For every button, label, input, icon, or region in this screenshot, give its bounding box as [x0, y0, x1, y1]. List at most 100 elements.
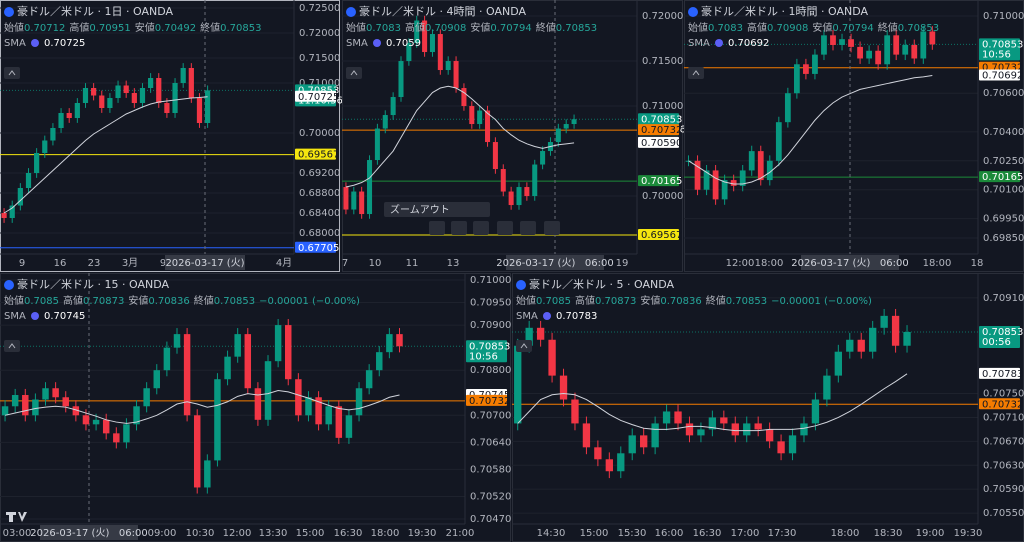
candle — [295, 379, 302, 416]
sma-label: SMA — [4, 38, 26, 49]
price-label: 0.70950 — [470, 298, 511, 309]
candle — [651, 423, 659, 448]
collapse-icon — [8, 70, 16, 76]
price-label: 0.71500 — [642, 56, 683, 67]
ohlc-line: 始値0.7083 高値0.70908 安値0.70794 終値0.70853 — [346, 21, 597, 34]
collapse-button[interactable] — [516, 340, 532, 352]
candle — [133, 406, 140, 425]
candle — [803, 64, 809, 74]
price-label: 0.70900 — [470, 320, 511, 331]
ohlc-label: 安値 — [135, 21, 155, 34]
candle — [800, 423, 808, 436]
collapse-icon — [8, 343, 16, 349]
candle — [492, 142, 498, 170]
candle — [50, 128, 56, 141]
zoom-button[interactable] — [520, 221, 536, 235]
candle — [25, 173, 32, 188]
candle — [52, 388, 59, 398]
zoom-button[interactable] — [429, 221, 445, 235]
price-label: 0.70800 — [470, 365, 511, 376]
time-label: 10:30 — [186, 528, 215, 539]
candle — [485, 110, 491, 143]
ohlc-value: 0.70873 — [595, 296, 636, 307]
price-label: 0.70590 — [983, 484, 1024, 495]
time-label: 09:00 — [148, 528, 177, 539]
candle — [730, 180, 737, 186]
candle — [58, 113, 64, 128]
price-label: 0.70580 — [470, 464, 511, 475]
price-tag-label: 0.70732 — [641, 125, 682, 136]
candle — [205, 90, 211, 123]
zoom-button[interactable] — [473, 221, 489, 235]
price-tag-label: 0.70732 — [469, 396, 510, 407]
candle — [477, 110, 483, 125]
candle — [866, 50, 873, 59]
collapse-button[interactable] — [4, 67, 20, 79]
ohlc-label: 終値 — [878, 21, 898, 34]
price-tag — [638, 136, 679, 148]
candle — [173, 334, 181, 348]
zoom-button[interactable] — [497, 221, 513, 235]
candle — [143, 388, 150, 407]
candle — [422, 20, 428, 53]
time-label: 7 — [342, 258, 348, 269]
ohlc-value: 0.70836 — [660, 296, 701, 307]
symbol-title: 豪ドル／米ドル · 1日 · OANDA — [17, 4, 173, 18]
candle — [1, 213, 7, 218]
time-label: 18:00 — [755, 258, 784, 269]
price-label: 0.72000 — [642, 11, 683, 22]
collapse-icon — [692, 70, 700, 76]
candle — [514, 345, 522, 424]
ohlc-value: 0.70908 — [767, 23, 808, 34]
collapse-button[interactable] — [4, 340, 20, 352]
candle — [34, 153, 40, 173]
candle — [62, 397, 69, 407]
price-label: 0.71000 — [470, 275, 511, 286]
candle — [315, 397, 322, 425]
candle — [703, 170, 710, 190]
ohlc-value: 0.7085 — [536, 296, 571, 307]
price-label: 0.72500 — [299, 3, 340, 14]
zoom-button[interactable] — [451, 221, 467, 235]
candle — [376, 352, 383, 371]
candle — [131, 93, 137, 103]
price-tag-label: 0.70853 — [641, 114, 682, 125]
collapse-button[interactable] — [688, 67, 704, 79]
price-label: 0.72000 — [299, 28, 340, 39]
price-tag-label: 0.69567 — [298, 150, 339, 161]
candle — [777, 441, 785, 454]
candle — [325, 406, 332, 425]
candle — [92, 419, 100, 425]
time-label: 19 — [616, 258, 629, 269]
candle — [163, 347, 171, 371]
candle — [153, 370, 160, 389]
candle — [335, 406, 343, 438]
time-label: 18:00 — [831, 528, 860, 539]
candle — [823, 375, 831, 400]
candle — [445, 61, 451, 71]
ohlc-value: 0.70492 — [155, 23, 196, 34]
candle — [555, 128, 561, 143]
candle — [382, 115, 388, 129]
candle — [305, 397, 312, 416]
price-tag-countdown: 00:56 — [982, 337, 1011, 348]
candle — [72, 406, 80, 416]
price-tag-label: 0.70165 — [982, 172, 1023, 183]
candle — [857, 46, 863, 59]
time-label: 13:30 — [259, 528, 288, 539]
sma-line — [3, 96, 208, 214]
candle — [929, 31, 936, 45]
candle — [793, 64, 800, 94]
time-label: 15:30 — [618, 528, 647, 539]
ohlc-value: 0.7083 — [366, 23, 401, 34]
price-label: 0.70250 — [983, 156, 1024, 167]
candle — [748, 151, 755, 171]
collapse-button[interactable] — [346, 67, 362, 79]
sma-label: SMA — [4, 311, 26, 322]
symbol-title: 豪ドル／米ドル · 15 · OANDA — [17, 277, 169, 291]
candle — [42, 140, 48, 153]
candle — [17, 188, 23, 206]
candle — [846, 339, 854, 352]
zoom-button[interactable] — [544, 221, 560, 235]
candle — [525, 327, 533, 346]
